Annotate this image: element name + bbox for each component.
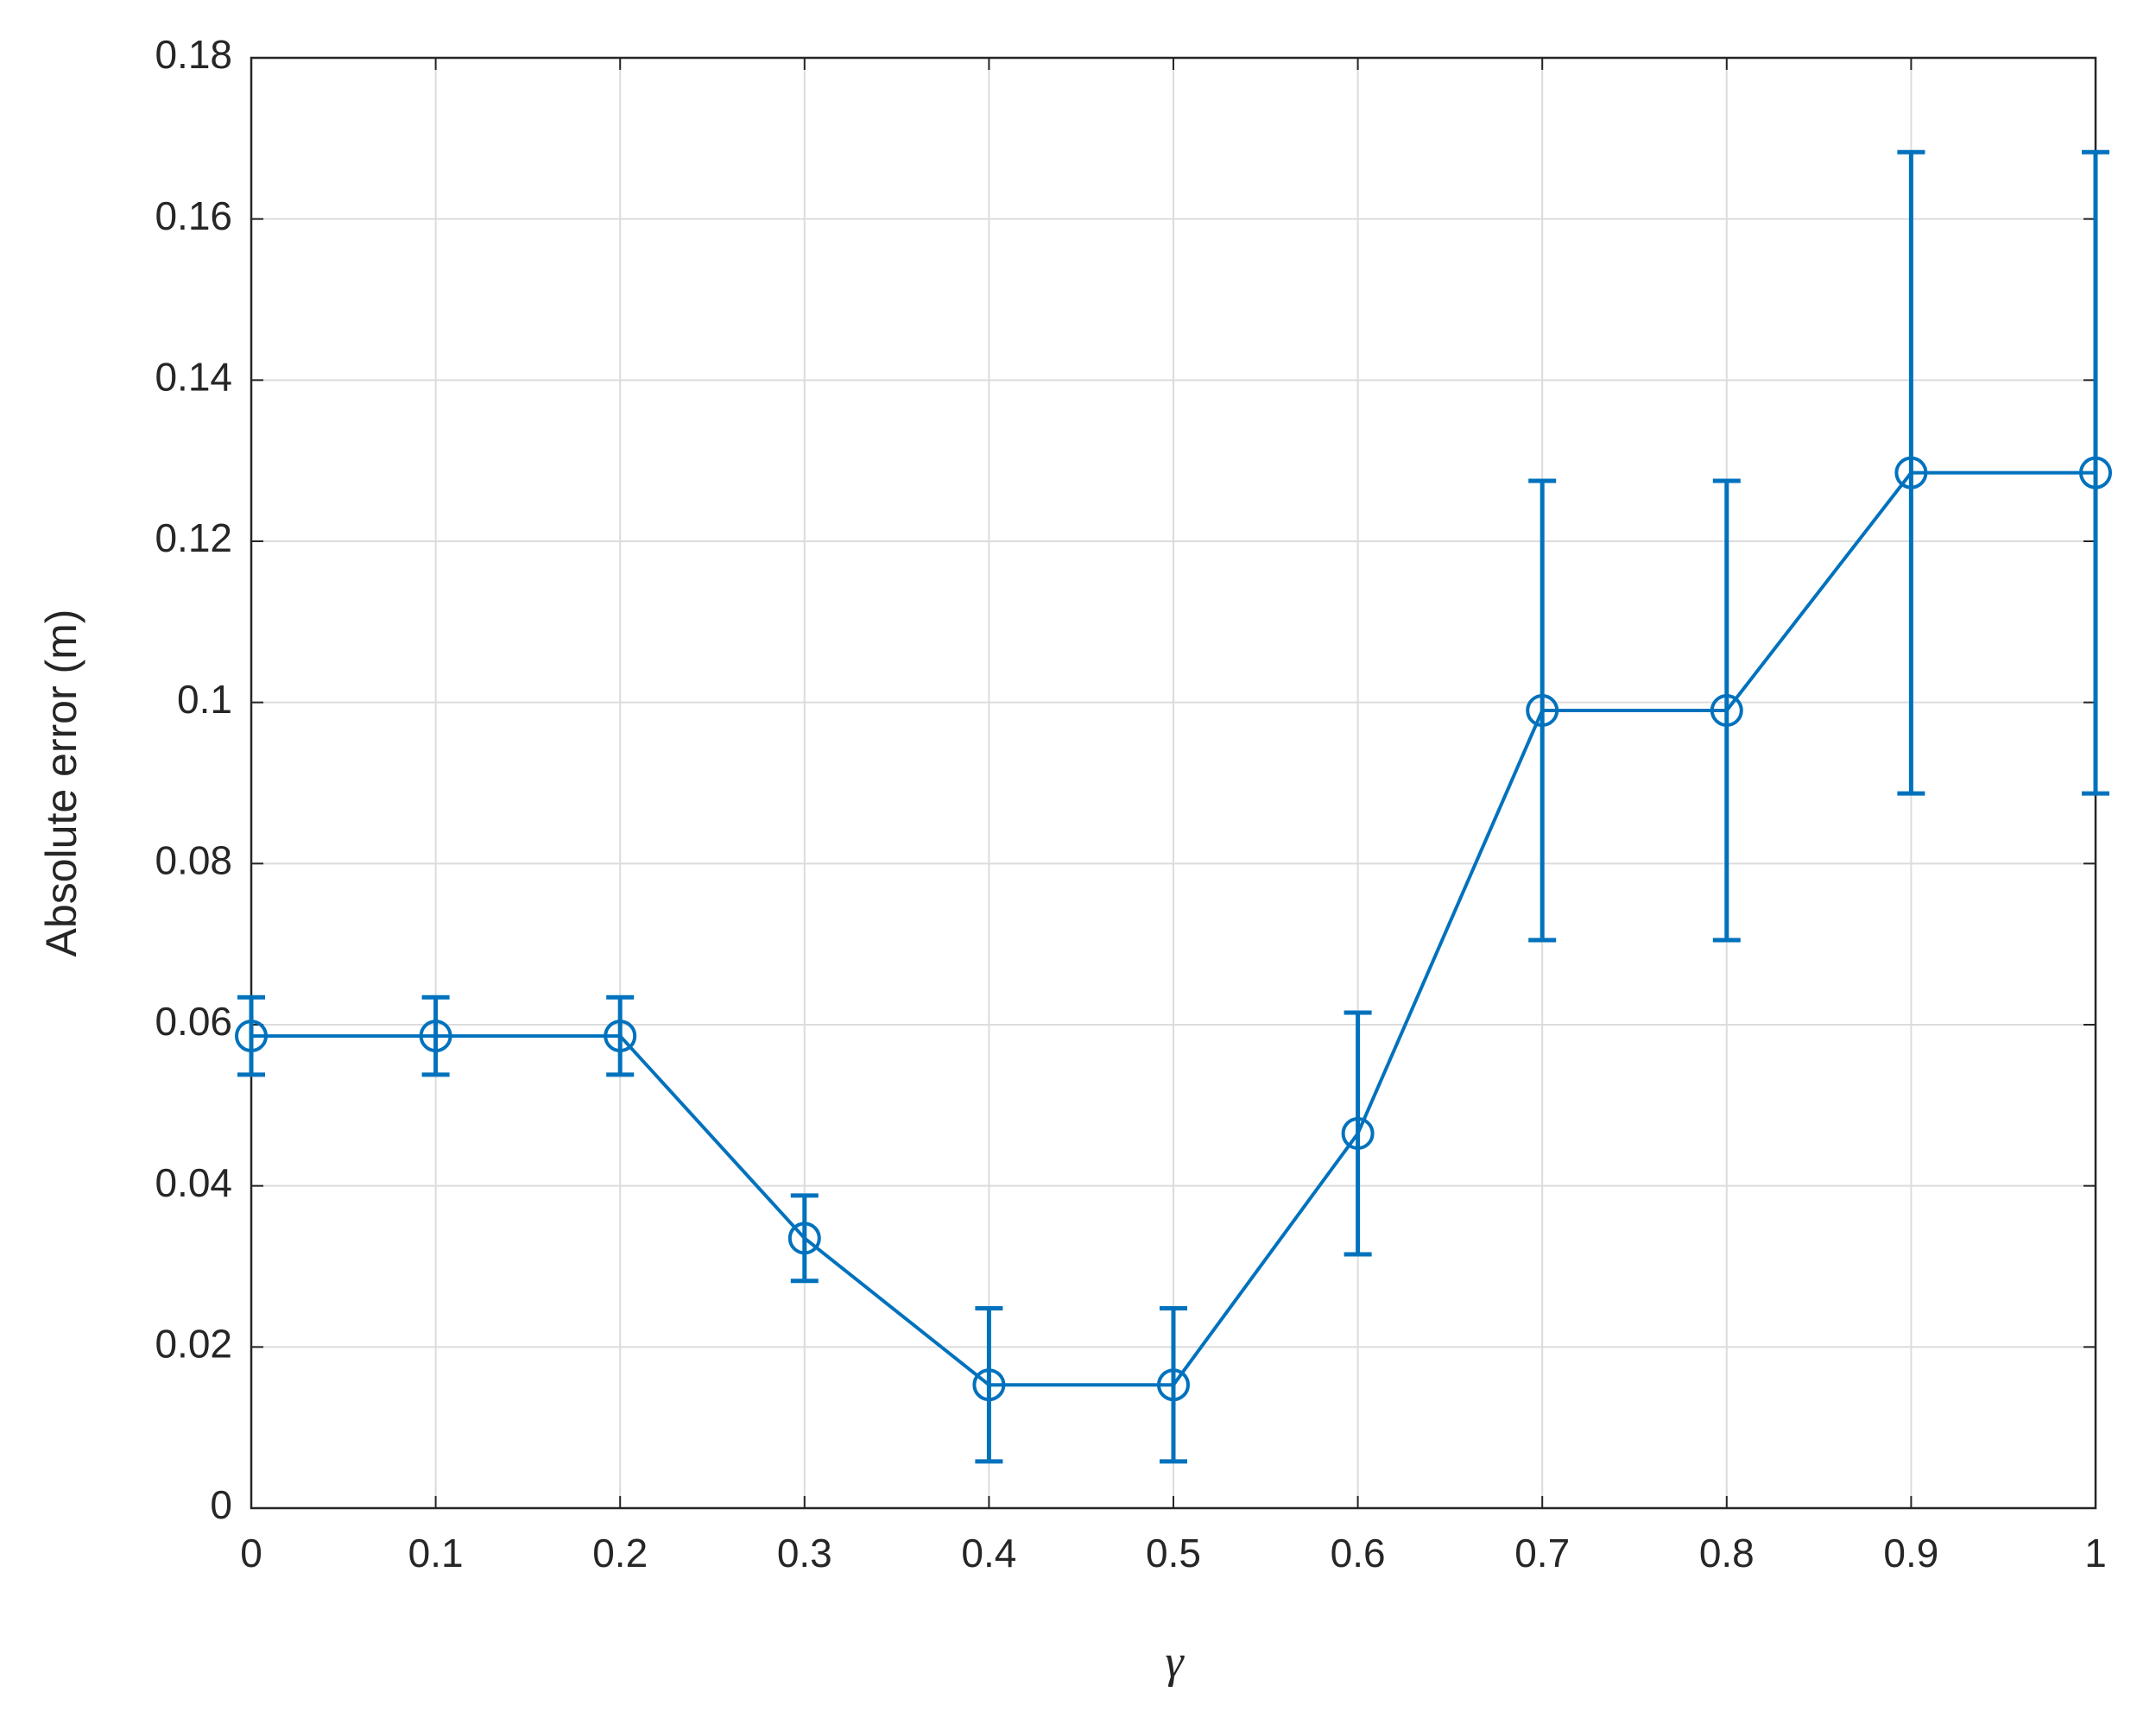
- error-bar: [1528, 478, 1557, 943]
- error-bar: [421, 994, 450, 1077]
- y-tick-label: 0: [210, 1482, 232, 1527]
- y-axis-label: Absolute error (m): [37, 609, 85, 957]
- error-bar: [975, 1306, 1003, 1464]
- error-bar: [1160, 1306, 1187, 1464]
- y-tick-label: 0.18: [155, 32, 232, 77]
- data-point: [2079, 456, 2112, 489]
- data-point: [1341, 1117, 1375, 1150]
- x-tick-label: 0.4: [961, 1531, 1016, 1575]
- error-bar: [606, 994, 635, 1077]
- data-point: [972, 1368, 1006, 1402]
- error-bar: [1897, 149, 1925, 796]
- x-tick-label: 0.5: [1146, 1531, 1201, 1575]
- error-bar: [1712, 478, 1741, 943]
- data-point: [1157, 1368, 1190, 1402]
- data-point: [787, 1222, 821, 1255]
- error-bar: [237, 994, 265, 1077]
- data-point: [419, 1020, 452, 1053]
- data-point: [604, 1020, 637, 1053]
- x-axis-label: γ: [1165, 1635, 1185, 1687]
- data-point: [235, 1020, 268, 1053]
- x-tick-label: 0.3: [777, 1531, 832, 1575]
- y-tick-label: 0.08: [155, 837, 232, 882]
- y-tick-label: 0.02: [155, 1321, 232, 1366]
- y-tick-label: 0.04: [155, 1160, 232, 1205]
- y-tick-label: 0.1: [177, 677, 232, 722]
- x-tick-label: 0.2: [592, 1531, 648, 1575]
- y-tick-label: 0.14: [155, 354, 232, 399]
- error-bar: [2082, 149, 2109, 796]
- error-bar: [1344, 1010, 1372, 1257]
- x-tick-label: 0.7: [1514, 1531, 1570, 1575]
- y-tick-label: 0.12: [155, 515, 232, 560]
- data-point: [1710, 694, 1743, 727]
- error-bar: [790, 1193, 819, 1284]
- y-tick-label: 0.16: [155, 193, 232, 238]
- x-tick-label: 1: [2084, 1531, 2107, 1575]
- data-point: [1526, 694, 1559, 727]
- x-tick-label: 0.6: [1331, 1531, 1386, 1575]
- y-tick-label: 0.06: [155, 999, 232, 1044]
- x-tick-label: 0.9: [1883, 1531, 1938, 1575]
- x-tick-label: 0.8: [1699, 1531, 1755, 1575]
- x-tick-label: 0.1: [408, 1531, 464, 1575]
- x-tick-label: 0: [240, 1531, 262, 1575]
- data-point: [1894, 456, 1928, 489]
